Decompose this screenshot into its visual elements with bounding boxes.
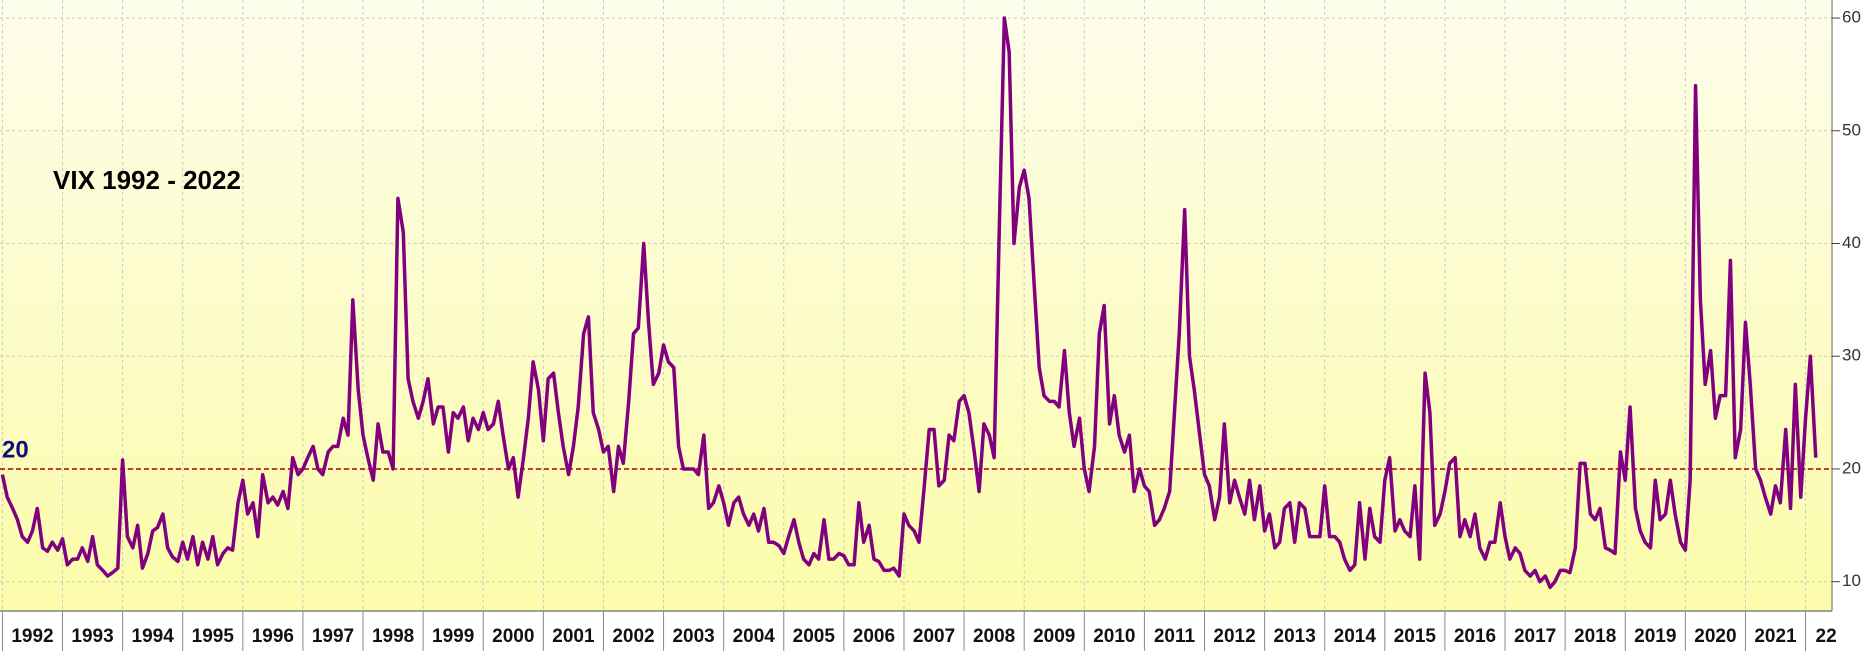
x-tick-label: 22: [1816, 626, 1837, 647]
x-tick-label: 2005: [793, 626, 836, 647]
x-tick-label: 2009: [1033, 626, 1075, 647]
x-tick-label: 1993: [71, 626, 113, 647]
x-tick-label: 1998: [372, 626, 414, 647]
vix-line: [0, 16, 1818, 590]
x-tick-label: 2020: [1694, 626, 1736, 647]
plot-background: [0, 0, 1832, 611]
x-tick-label: 2010: [1093, 626, 1135, 647]
y-tick-label: 40.: [1842, 233, 1862, 252]
x-tick-label: 2016: [1454, 626, 1496, 647]
x-tick-label: 2013: [1274, 626, 1316, 647]
x-tick-label: 2003: [672, 626, 714, 647]
y-tick-label: 60.: [1842, 8, 1862, 27]
x-tick-label: 1999: [432, 626, 474, 647]
reference-label: 20: [2, 436, 29, 463]
x-tick-label: 1996: [252, 626, 294, 647]
x-tick-label: 2011: [1154, 626, 1196, 647]
x-tick-label: 2018: [1574, 626, 1616, 647]
x-tick-label: 2001: [552, 626, 595, 647]
y-tick-label: 30.: [1842, 346, 1862, 365]
x-tick-label: 2006: [853, 626, 895, 647]
chart-title: VIX 1992 - 2022: [53, 165, 241, 195]
x-tick-label: 2007: [913, 626, 955, 647]
x-tick-label: 1992: [11, 626, 53, 647]
x-tick-label: 2014: [1334, 626, 1377, 647]
y-tick-label: 50.: [1842, 120, 1862, 139]
x-tick-label: 2021: [1754, 626, 1797, 647]
x-axis-strip: [0, 611, 1832, 651]
x-tick-label: 1997: [312, 626, 354, 647]
x-tick-label: 2012: [1213, 626, 1255, 647]
x-tick-label: 2015: [1394, 626, 1437, 647]
x-tick-label: 2008: [973, 626, 1015, 647]
x-tick-label: 2017: [1514, 626, 1556, 647]
x-tick-label: 2004: [733, 626, 776, 647]
y-tick-label: 20.: [1842, 458, 1862, 477]
x-tick-label: 2002: [612, 626, 654, 647]
x-tick-label: 1995: [192, 626, 235, 647]
y-tick-label: 10.: [1842, 571, 1862, 590]
x-tick-label: 2019: [1634, 626, 1676, 647]
x-tick-label: 1994: [132, 626, 175, 647]
x-tick-label: 2000: [492, 626, 534, 647]
